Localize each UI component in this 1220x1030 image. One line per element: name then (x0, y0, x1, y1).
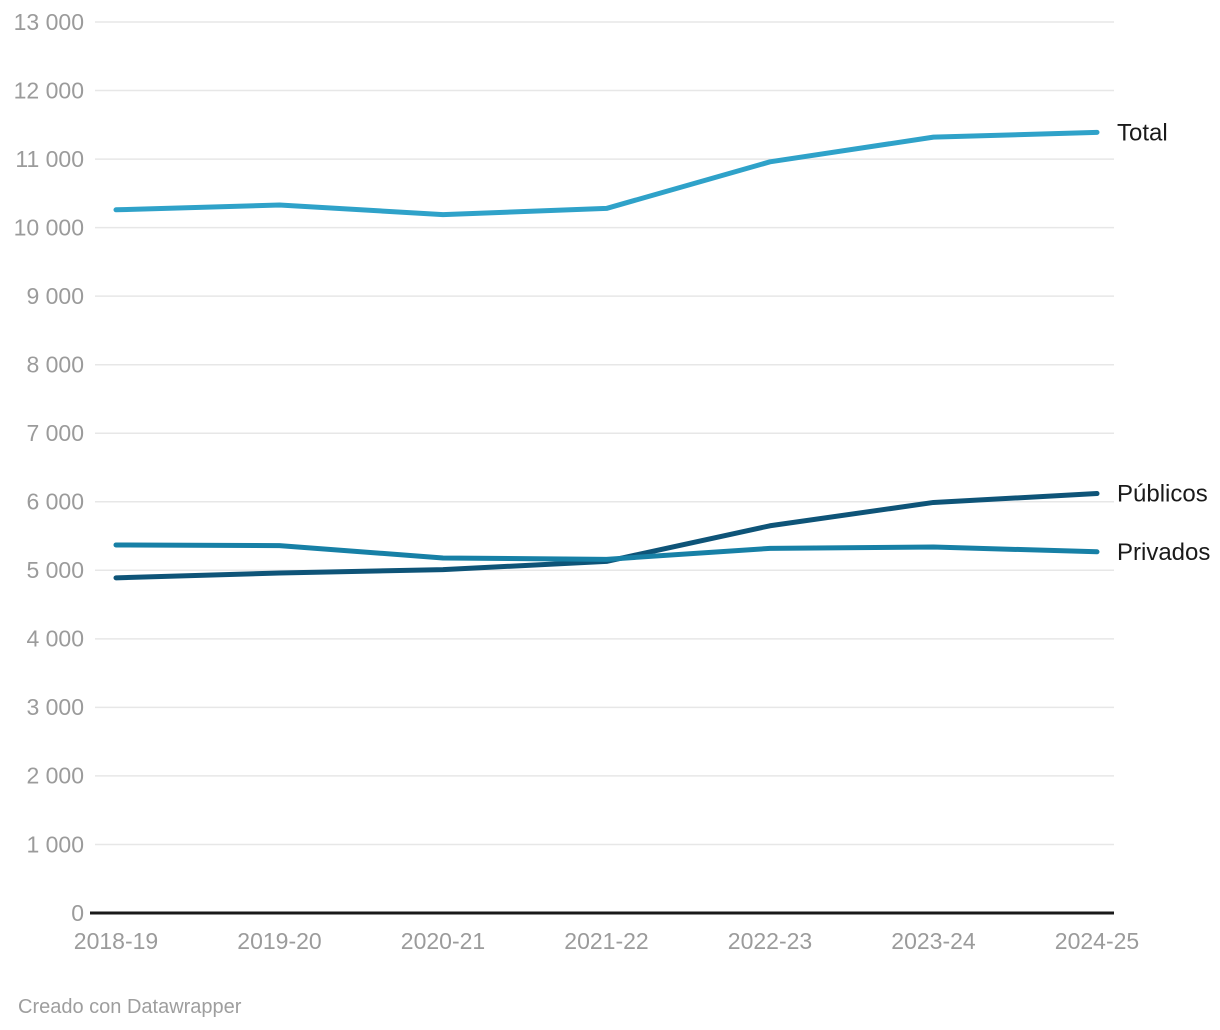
x-tick-label: 2018-19 (74, 928, 158, 954)
y-tick-label: 10 000 (14, 214, 84, 240)
x-tick-label: 2024-25 (1055, 928, 1139, 954)
gridlines (90, 21, 1114, 915)
series-label-privados: Privados (1117, 539, 1210, 566)
y-tick-label: 3 000 (26, 694, 84, 720)
y-tick-label: 9 000 (26, 283, 84, 309)
series-lines (113, 129, 1100, 581)
datawrapper-credit-link[interactable]: Creado con Datawrapper (18, 996, 242, 1018)
y-axis-labels: 0 1 000 2 000 3 000 4 000 5 000 6 000 7 000 8 00… (14, 9, 84, 926)
series-direct-labels: Total Públicos Privados (1117, 120, 1210, 566)
series-label-total: Total (1117, 120, 1168, 147)
y-tick-label: 5 000 (26, 557, 84, 583)
y-tick-label: 2 000 (26, 763, 84, 789)
x-tick-label: 2020-21 (401, 928, 485, 954)
series-line-privados (113, 542, 1100, 562)
line-chart: 0 1 000 2 000 3 000 4 000 5 000 6 000 7 000 8 00… (14, 9, 1211, 954)
x-axis-labels: 2018-19 2019-20 2020-21 2021-22 2022-23 2023-… (74, 928, 1139, 954)
y-tick-label: 12 000 (14, 77, 84, 103)
x-tick-label: 2019-20 (237, 928, 321, 954)
y-tick-label: 1 000 (26, 831, 84, 857)
y-tick-label: 7 000 (26, 420, 84, 446)
y-tick-label: 6 000 (26, 489, 84, 515)
series-line-total (113, 129, 1100, 218)
y-tick-label: 11 000 (15, 146, 84, 172)
y-tick-label: 0 (71, 900, 84, 926)
x-tick-label: 2021-22 (564, 928, 648, 954)
y-tick-label: 13 000 (14, 9, 84, 35)
series-label-públicos: Públicos (1117, 481, 1208, 508)
x-tick-label: 2023-24 (891, 928, 976, 954)
x-tick-label: 2022-23 (728, 928, 812, 954)
y-tick-label: 8 000 (26, 352, 84, 378)
y-tick-label: 4 000 (26, 626, 84, 652)
series-line-públicos (113, 491, 1100, 581)
